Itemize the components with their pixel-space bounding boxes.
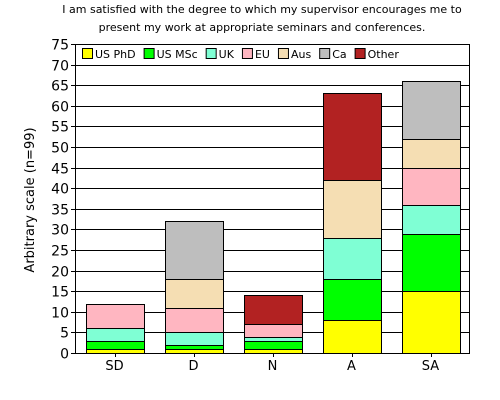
bar-segment: [402, 234, 461, 292]
y-tick-label: 20: [51, 265, 69, 281]
bar-segment: [165, 349, 224, 354]
bars: [86, 81, 461, 354]
y-tick-label: 45: [51, 162, 69, 178]
bar-segment: [323, 279, 382, 321]
bar-segment: [402, 168, 461, 206]
bar-segment: [402, 205, 461, 235]
y-tick-label: 5: [60, 326, 69, 342]
bar-segment: [323, 238, 382, 280]
plot-frame: [75, 44, 470, 354]
legend-swatch: [319, 48, 331, 59]
x-tick-label: SD: [105, 359, 123, 374]
axes: 0 5 10 15 20 25 30 35 40 45 50 55 60 65 70 75 SD D N A SA: [51, 38, 470, 374]
legend-label: US MSc: [157, 48, 198, 61]
legend-swatch: [241, 48, 253, 59]
bar-segment: [165, 308, 224, 333]
legend-label: Other: [368, 48, 400, 61]
x-tick-label: D: [188, 359, 198, 374]
bar-segment: [244, 295, 303, 325]
chart-title-line-2: present my work at appropriate seminars …: [99, 21, 426, 34]
bar-segment: [165, 345, 224, 350]
bar-segment: [86, 304, 145, 329]
y-tick-label: 75: [51, 38, 69, 54]
y-tick-label: 65: [51, 79, 69, 95]
legend: US PhD US MSc UK EU Aus Ca Other: [82, 48, 400, 61]
legend-label: US PhD: [95, 48, 136, 61]
y-tick-label: 0: [60, 347, 69, 363]
x-tick-label: SA: [422, 359, 439, 374]
legend-swatch: [205, 48, 217, 59]
y-tick-label: 60: [51, 100, 69, 116]
y-axis-label: Arbitrary scale (n=99): [23, 127, 38, 272]
y-tick-label: 10: [51, 306, 69, 322]
y-tick-label: 70: [51, 59, 69, 75]
legend-swatch: [277, 48, 289, 59]
bar-segment: [165, 221, 224, 280]
bar-segment: [165, 279, 224, 309]
bar-segment: [86, 328, 145, 342]
bar-segment: [323, 180, 382, 239]
legend-label: Aus: [291, 48, 311, 61]
y-tick-label: 30: [51, 223, 69, 239]
bar-segment: [86, 349, 145, 354]
bar-segment: [244, 341, 303, 350]
legend-label: EU: [255, 48, 270, 61]
bar-segment: [244, 324, 303, 338]
bar-segment: [402, 291, 461, 354]
bar-segment: [244, 349, 303, 354]
bar-segment: [402, 139, 461, 169]
y-tick-label: 40: [51, 182, 69, 198]
y-tick-label: 55: [51, 120, 69, 136]
bar-segment: [86, 341, 145, 350]
bar-segment: [323, 93, 382, 181]
y-tick-label: 15: [51, 285, 69, 301]
legend-swatch: [354, 48, 366, 59]
legend-swatch: [143, 48, 155, 59]
chart-title-line-1: I am satisfied with the degree to which …: [62, 3, 462, 16]
bar-segment: [323, 320, 382, 354]
x-tick-label: N: [268, 359, 278, 374]
y-tick-label: 25: [51, 244, 69, 260]
bar-segment: [165, 332, 224, 346]
y-tick-label: 35: [51, 203, 69, 219]
bar-segment: [402, 81, 461, 140]
bar-segment: [244, 337, 303, 342]
legend-swatch: [82, 48, 93, 59]
legend-label: UK: [219, 48, 235, 61]
y-tick-label: 50: [51, 141, 69, 157]
legend-label: Ca: [332, 48, 346, 61]
x-tick-label: A: [347, 359, 356, 374]
